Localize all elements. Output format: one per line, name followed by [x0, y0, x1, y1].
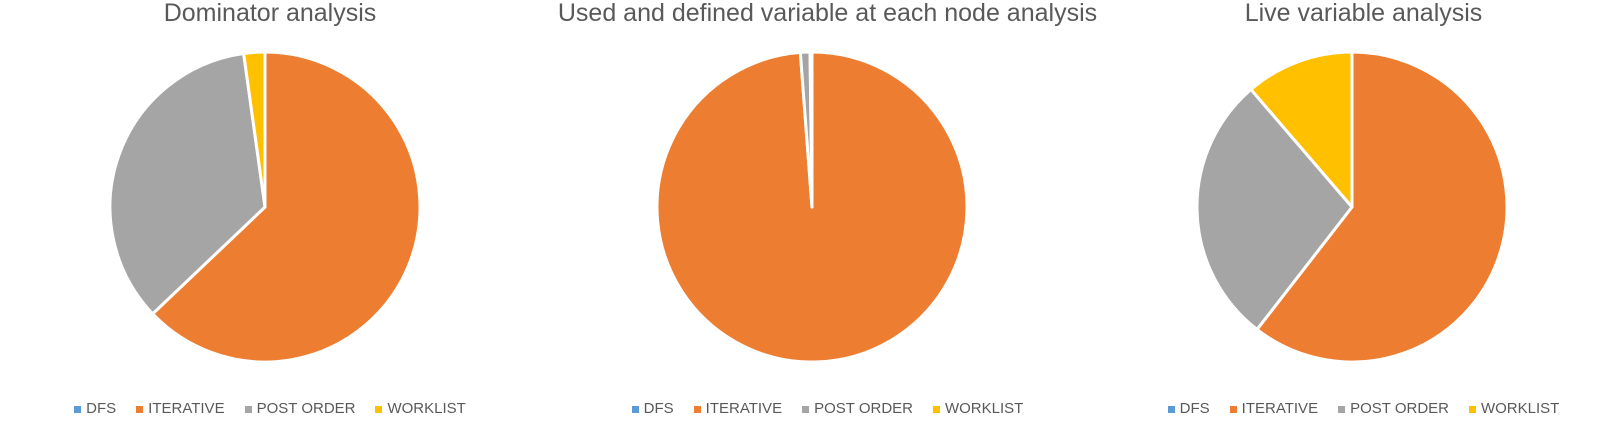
legend: DFS ITERATIVE POST ORDER WORKLIST [0, 400, 540, 418]
legend-swatch [1229, 405, 1237, 413]
pie-chart [108, 50, 422, 364]
legend-label: WORKLIST [387, 400, 466, 417]
legend-swatch [244, 405, 252, 413]
legend-swatch [375, 405, 383, 413]
legend-item-iterative: ITERATIVE [693, 400, 783, 418]
pie-slice-worklist [808, 50, 814, 209]
pie-slice-iterative [151, 50, 422, 364]
pie-slice-worklist [242, 50, 267, 209]
pie-slice-post-order [108, 51, 267, 316]
legend: DFS ITERATIVE POST ORDER WORKLIST [1115, 400, 1612, 418]
chart-title: Dominator analysis [163, 0, 377, 27]
legend-item-worklist: WORKLIST [932, 400, 1024, 418]
legend: DFS ITERATIVE POST ORDER WORKLIST [540, 400, 1115, 418]
chart-live-variable-analysis: Live variable analysis DFS ITERATIVE POST … [1115, 0, 1612, 431]
chart-dominator-analysis: Dominator analysis DFS ITERATIVE POST ORDE… [0, 0, 540, 431]
legend-swatch [74, 405, 82, 413]
legend-label: ITERATIVE [705, 400, 783, 417]
legend-label: POST ORDER [1350, 400, 1449, 417]
legend-swatch [693, 405, 701, 413]
legend-label: POST ORDER [256, 400, 356, 417]
legend-item-post-order: POST ORDER [244, 400, 356, 418]
chart-used-defined-variable-analysis: Used and defined variable at each node a… [540, 0, 1115, 431]
pie-slice-worklist [1249, 50, 1354, 209]
pie-slice-iterative [1255, 50, 1509, 364]
pie-slice-post-order [1195, 87, 1354, 331]
pie-chart [655, 50, 969, 364]
chart-title: Live variable analysis [1244, 0, 1483, 27]
legend-item-dfs: DFS [74, 400, 116, 418]
legend-swatch [1338, 405, 1346, 413]
legend-swatch [932, 405, 940, 413]
legend-item-iterative: ITERATIVE [1229, 400, 1319, 418]
legend-item-iterative: ITERATIVE [136, 400, 225, 418]
legend-label: WORKLIST [944, 400, 1024, 417]
legend-swatch [1468, 405, 1476, 413]
legend-label: DFS [86, 400, 117, 417]
legend-label: DFS [1179, 400, 1210, 417]
legend-swatch [1167, 405, 1175, 413]
legend-label: ITERATIVE [1241, 400, 1319, 417]
chart-title: Used and defined variable at each node a… [557, 0, 1098, 27]
legend-label: WORKLIST [1480, 400, 1560, 417]
legend-swatch [136, 405, 144, 413]
legend-item-dfs: DFS [631, 400, 674, 418]
legend-label: DFS [643, 400, 674, 417]
legend-swatch [631, 405, 639, 413]
legend-item-post-order: POST ORDER [802, 400, 913, 418]
legend-swatch [802, 405, 810, 413]
pie-chart [1195, 50, 1509, 364]
legend-item-dfs: DFS [1167, 400, 1210, 418]
legend-item-post-order: POST ORDER [1338, 400, 1449, 418]
legend-label: POST ORDER [814, 400, 913, 417]
legend-label: ITERATIVE [148, 400, 225, 417]
legend-item-worklist: WORKLIST [375, 400, 466, 418]
legend-item-worklist: WORKLIST [1468, 400, 1560, 418]
